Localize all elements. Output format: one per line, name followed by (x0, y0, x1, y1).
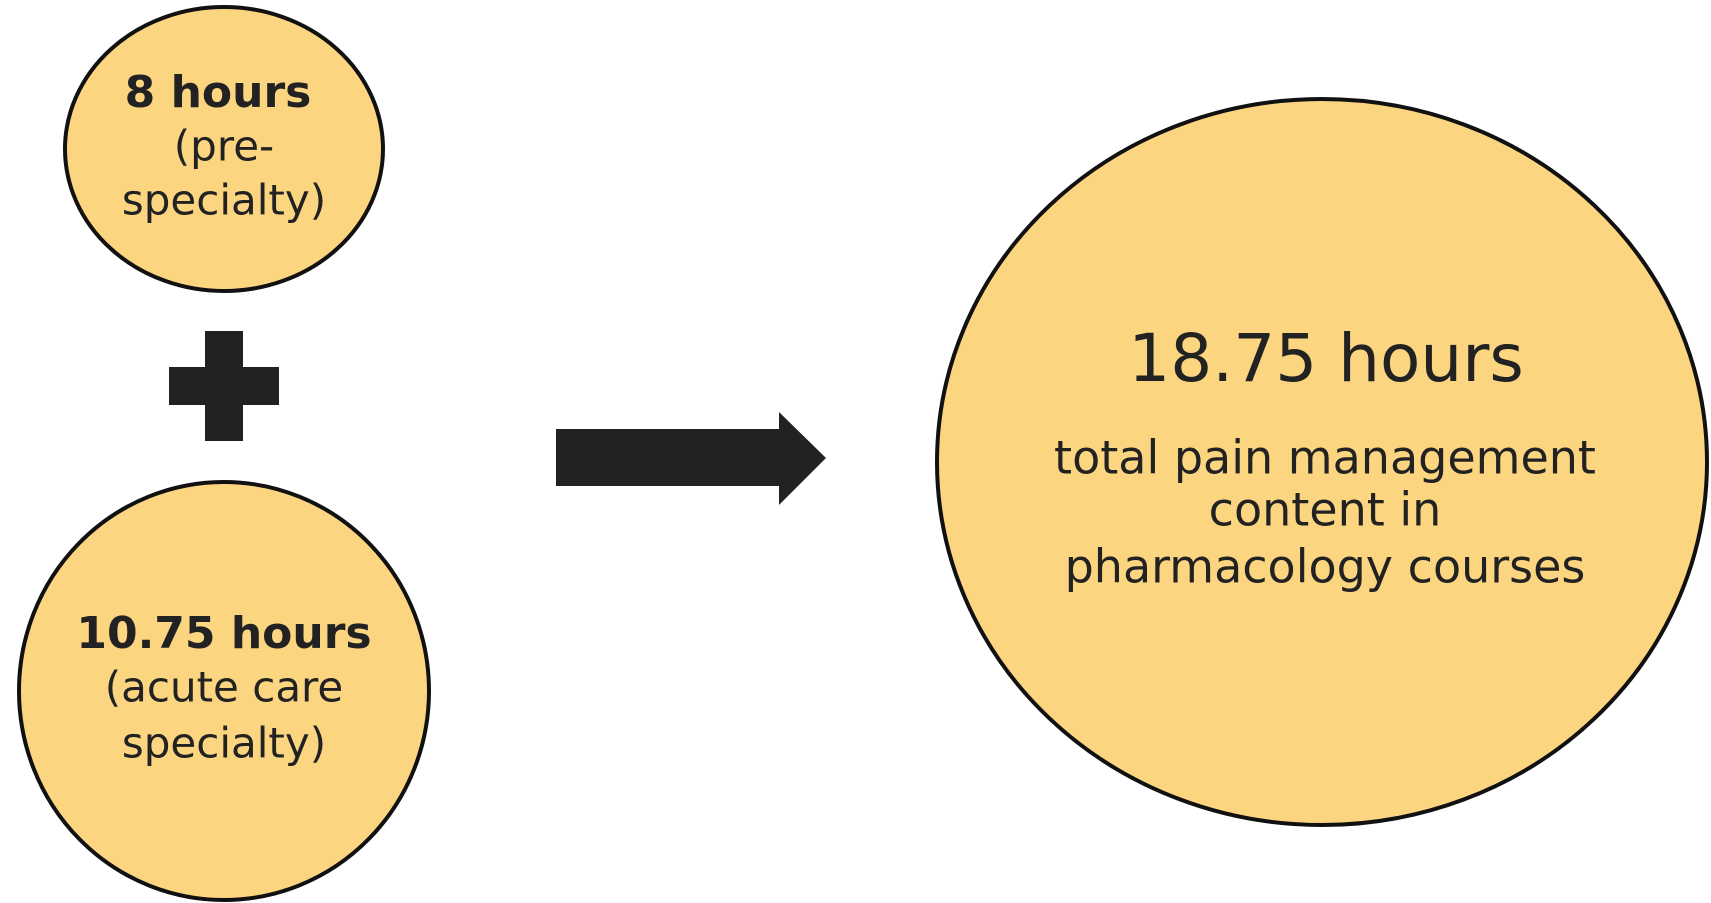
arrow (556, 412, 826, 505)
acute-care-circle (17, 480, 431, 902)
pre-specialty-circle (63, 5, 385, 293)
node-line: pharmacology courses (1065, 540, 1586, 594)
node-line: (acute care (105, 663, 344, 712)
node-line: content in (1209, 483, 1442, 537)
node-line: specialty) (122, 176, 326, 225)
node-title: 18.75 hours (1128, 320, 1523, 397)
node-line: (pre- (174, 122, 274, 171)
total-circle (935, 97, 1709, 827)
node-title: 10.75 hours (76, 608, 371, 659)
plus-sign (169, 331, 279, 441)
node-line: specialty) (122, 719, 326, 768)
node-title: 8 hours (125, 67, 312, 118)
node-line: total pain management (1054, 431, 1596, 485)
